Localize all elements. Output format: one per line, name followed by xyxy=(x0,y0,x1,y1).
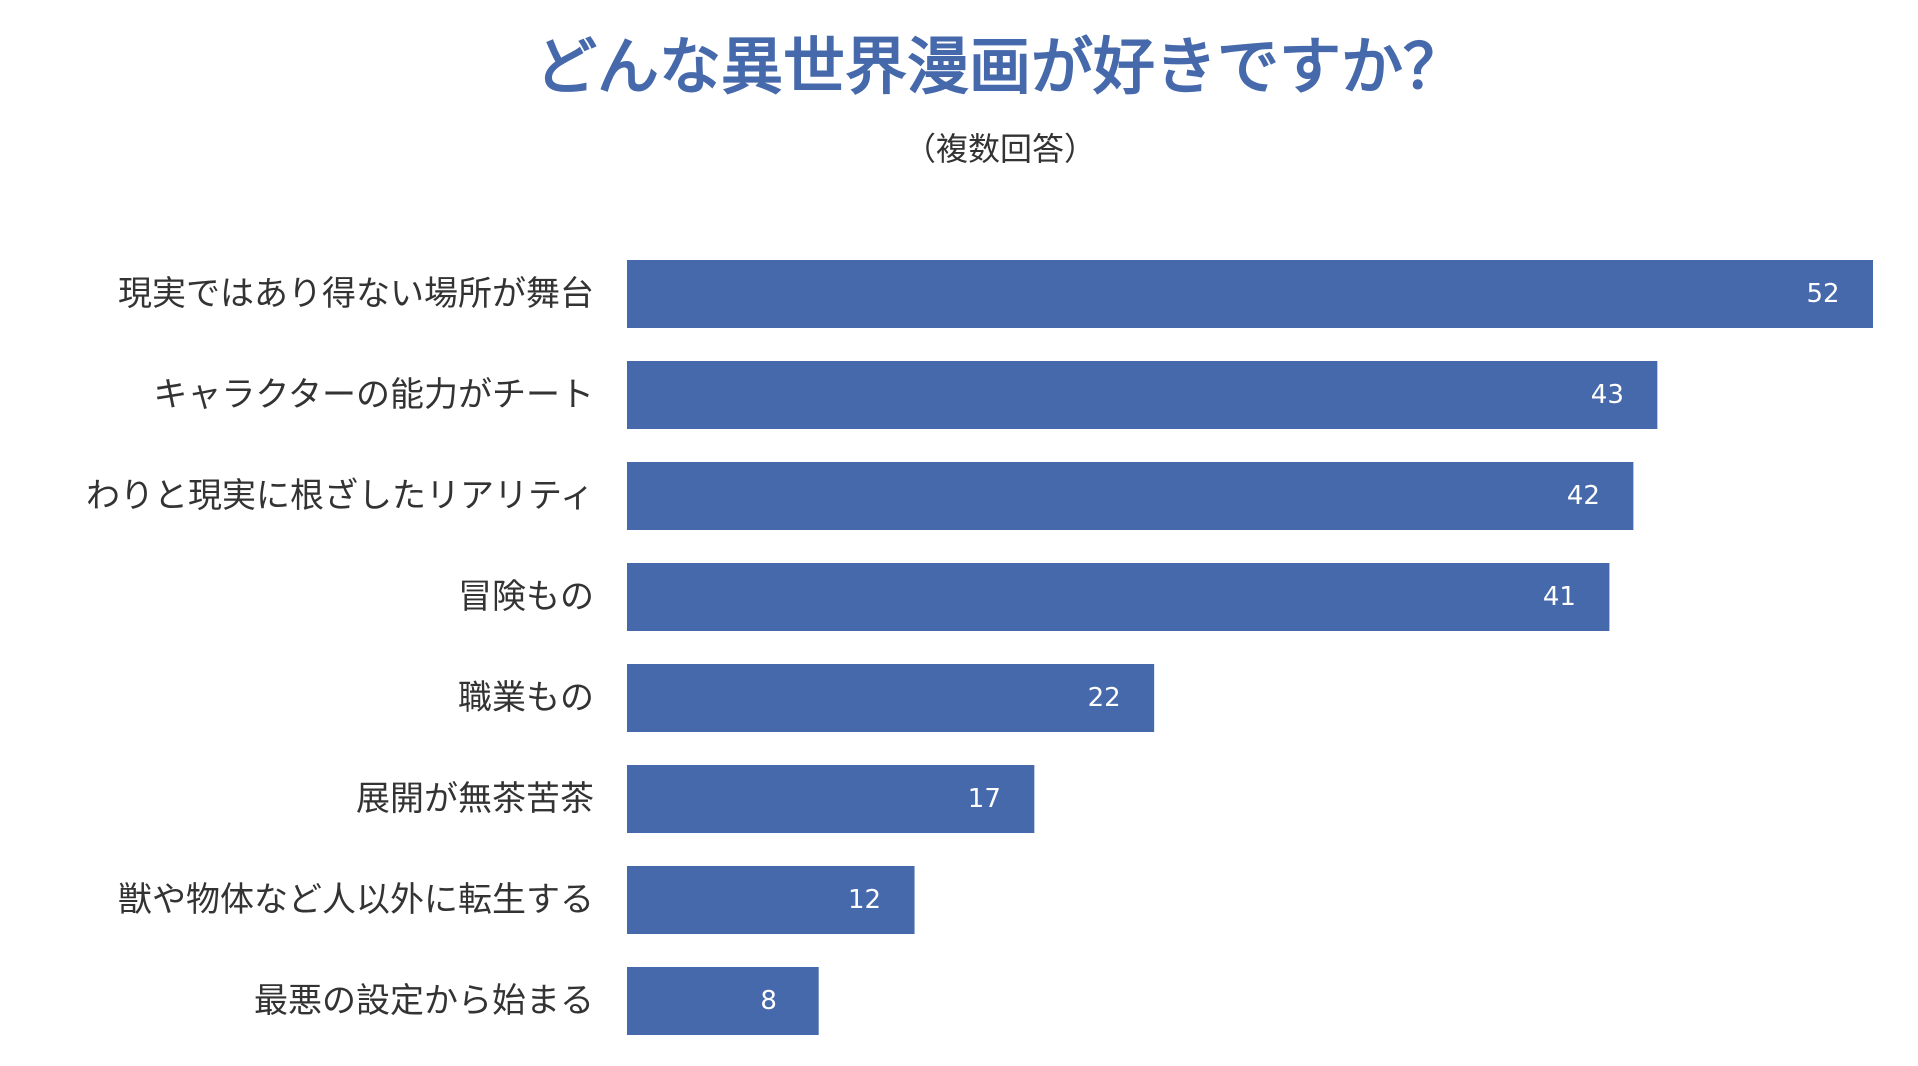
chart-subtitle: （複数回答） xyxy=(904,130,1096,168)
value-label: 17 xyxy=(968,784,1001,814)
bar xyxy=(627,866,915,934)
value-label: 42 xyxy=(1567,481,1600,511)
value-label: 41 xyxy=(1543,582,1576,612)
category-label: 展開が無茶苦茶 xyxy=(356,779,594,819)
bar xyxy=(627,765,1035,833)
bar xyxy=(627,664,1155,732)
bar xyxy=(627,361,1658,429)
value-label: 12 xyxy=(848,885,881,915)
category-label: 職業もの xyxy=(458,678,594,718)
bar-group: 現実ではあり得ない場所が舞台 52 キャラクターの能力がチート 43 わりと現実に根ざし… xyxy=(86,260,1873,1035)
bar xyxy=(627,260,1873,328)
value-label: 22 xyxy=(1088,683,1121,713)
category-label: 冒険もの xyxy=(458,577,594,617)
category-label: 現実ではあり得ない場所が舞台 xyxy=(118,274,594,314)
category-label: 獣や物体など人以外に転生する xyxy=(118,880,594,920)
value-label: 52 xyxy=(1806,279,1839,309)
value-label: 43 xyxy=(1591,380,1624,410)
value-label: 8 xyxy=(760,986,777,1016)
bar xyxy=(627,462,1634,530)
category-label: 最悪の設定から始まる xyxy=(254,981,594,1021)
category-label: キャラクターの能力がチート xyxy=(153,375,594,415)
category-label: わりと現実に根ざしたリアリティ xyxy=(86,476,594,516)
bar xyxy=(627,563,1610,631)
chart-title: どんな異世界漫画が好きですか？ xyxy=(535,30,1465,103)
bar xyxy=(627,967,819,1035)
